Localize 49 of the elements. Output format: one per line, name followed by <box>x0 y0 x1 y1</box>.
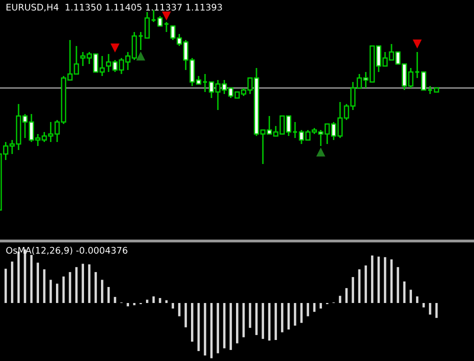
bar <box>100 280 104 303</box>
bar <box>268 303 270 341</box>
bar <box>242 303 245 338</box>
candlestick <box>292 121 298 139</box>
bar <box>313 303 316 312</box>
point <box>412 40 422 48</box>
bar <box>4 268 7 303</box>
bar <box>43 269 46 303</box>
bar <box>262 303 264 339</box>
point <box>110 44 120 52</box>
bar <box>94 272 97 303</box>
point <box>136 52 146 60</box>
bar <box>416 296 418 303</box>
bar <box>82 264 84 303</box>
candlestick <box>164 21 170 33</box>
bar <box>377 256 380 303</box>
bar <box>287 303 290 330</box>
bar <box>230 303 232 350</box>
bar <box>320 303 322 309</box>
bar <box>410 290 412 303</box>
bar <box>422 303 425 308</box>
bar <box>197 303 200 352</box>
bar <box>146 300 148 303</box>
candlestick <box>202 73 208 93</box>
bar <box>223 303 226 348</box>
bar <box>36 262 40 303</box>
bar <box>216 303 220 354</box>
point <box>316 148 326 156</box>
chart-title: EURUSD,H4 1.11350 1.11405 1.11337 1.11393 <box>6 4 222 12</box>
bar <box>191 303 194 342</box>
bar <box>172 303 174 309</box>
chart-title: OsMA(12,26,9) -0.0004376 <box>6 246 128 255</box>
bar <box>50 280 52 303</box>
bar <box>403 281 406 303</box>
bar <box>178 303 180 316</box>
bar <box>358 269 361 303</box>
bar <box>10 262 14 303</box>
bar <box>371 255 374 303</box>
bar <box>88 264 90 303</box>
bar <box>126 303 130 306</box>
bar <box>56 284 58 303</box>
bar <box>165 300 168 303</box>
point <box>162 12 171 20</box>
bar <box>274 303 277 340</box>
bar <box>281 303 284 332</box>
candlestick <box>157 15 163 27</box>
bar <box>236 303 238 344</box>
bar <box>364 265 367 303</box>
bar <box>184 303 187 328</box>
